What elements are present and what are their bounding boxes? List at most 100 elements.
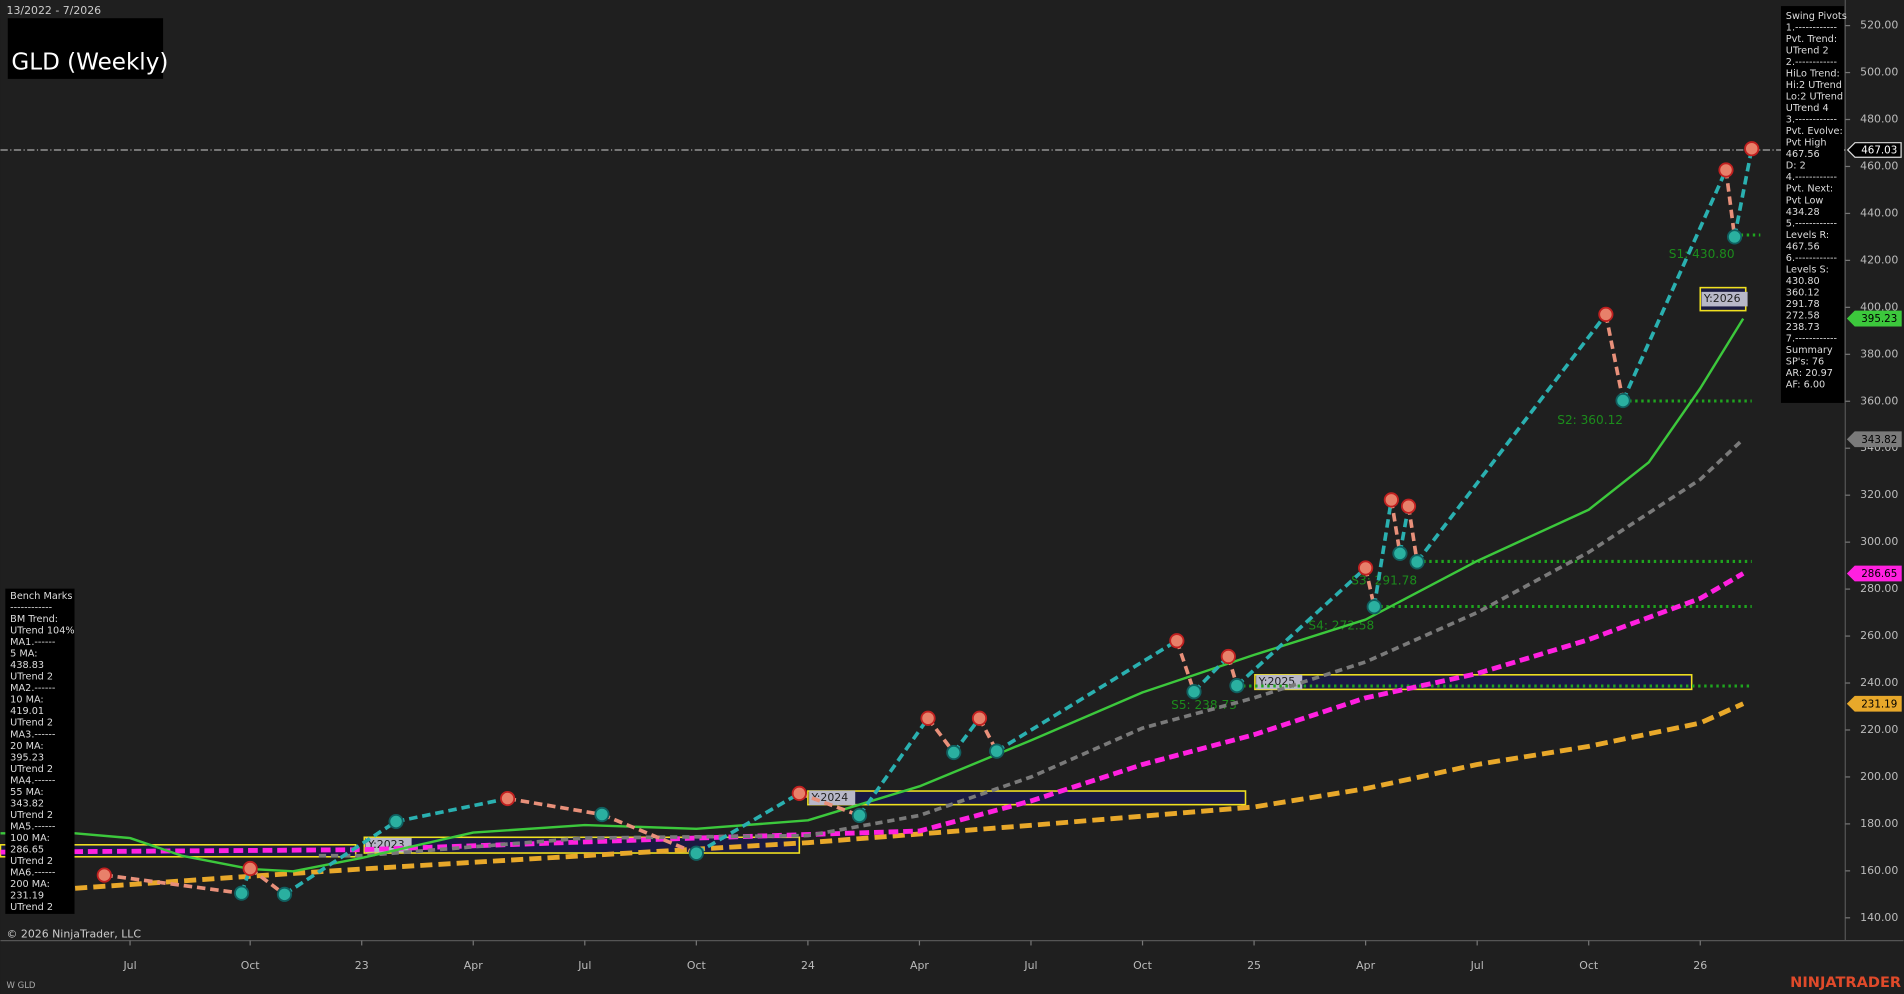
pivot-leg — [104, 873, 242, 895]
swing-panel-line: HiLo Trend: — [1786, 68, 1840, 79]
pivot-leg — [1732, 148, 1754, 238]
range-text: 13/2022 - 7/2026 — [7, 4, 102, 17]
pivot-high — [1744, 141, 1760, 157]
pivot-leg — [1724, 169, 1737, 238]
y-tick-label: 140.00 — [1860, 911, 1898, 924]
x-tick-label: Apr — [464, 959, 483, 972]
bench-panel-line: 100 MA: — [10, 833, 50, 844]
bench-panel-line: UTrend 2 — [10, 764, 53, 775]
price-tag — [1846, 431, 1902, 448]
y-tick-label: 220.00 — [1860, 723, 1898, 736]
bench-panel-line: MA1.------ — [10, 637, 56, 648]
bench-panel-line: 438.83 — [10, 660, 44, 671]
y-tick-label: 420.00 — [1860, 253, 1898, 266]
price-tag — [1846, 565, 1902, 582]
x-tick-label: 26 — [1693, 959, 1707, 972]
pivot-low — [851, 807, 867, 824]
pivot-leg — [1372, 499, 1394, 608]
swing-panel-line: Swing Pivots — [1786, 11, 1847, 22]
bench-panel-line: 286.65 — [10, 845, 44, 856]
y-tick-label: 180.00 — [1860, 817, 1898, 830]
pivot-leg — [1175, 640, 1196, 693]
price-tag-label: 467.03 — [1861, 145, 1897, 157]
pivot-high — [1400, 498, 1417, 514]
pivot-low — [1409, 554, 1425, 570]
x-tick-label: Oct — [241, 959, 261, 972]
bench-panel-line: UTrend 104% — [10, 626, 74, 637]
moving-average — [318, 437, 1745, 858]
swing-panel-line: 6.------------ — [1786, 253, 1838, 264]
symbol-label: W GLD — [7, 981, 36, 991]
y-tick-label: 300.00 — [1860, 535, 1898, 548]
y-tick-label: 360.00 — [1860, 394, 1898, 407]
pivot-low — [1726, 229, 1743, 245]
swing-panel-line: Summary — [1786, 345, 1833, 356]
swing-panel-line: 3.------------ — [1786, 115, 1838, 126]
pivot-leg — [1235, 566, 1367, 687]
year-box-label: Y:2024 — [811, 791, 849, 804]
swing-panel-line: Pvt. Evolve: — [1786, 126, 1843, 137]
bench-panel — [5, 588, 75, 914]
swing-panel-line: 1.------------ — [1786, 22, 1838, 33]
year-box-label-bg — [1701, 291, 1748, 307]
y-tick-label: 520.00 — [1860, 19, 1898, 32]
price-tag-label: 231.19 — [1861, 698, 1897, 710]
swing-panel-line: 291.78 — [1786, 299, 1820, 310]
x-tick-label: Oct — [687, 959, 707, 972]
swing-panel-line: Pvt High — [1786, 138, 1827, 149]
pivot-low — [688, 845, 704, 861]
chart-title: GLD (Weekly) — [11, 50, 168, 76]
x-tick-label: Apr — [910, 959, 929, 972]
y-tick-label: 480.00 — [1860, 113, 1898, 126]
pivot-leg — [1415, 313, 1608, 563]
bench-panel-line: UTrend 2 — [10, 810, 53, 821]
price-tag — [1846, 695, 1902, 712]
moving-average — [0, 571, 1745, 855]
swing-panel-line: Pvt Low — [1786, 195, 1824, 206]
price-tag — [1846, 310, 1902, 327]
pivot-high — [1358, 560, 1374, 576]
y-tick-label: 260.00 — [1860, 629, 1898, 642]
y-tick-label: 400.00 — [1860, 300, 1898, 313]
pivot-high — [920, 710, 936, 726]
bench-panel-line: 343.82 — [10, 798, 44, 809]
pivot-low — [1186, 684, 1202, 700]
bench-panel-line: UTrend 2 — [10, 718, 53, 729]
y-tick-label: 240.00 — [1860, 676, 1898, 689]
swing-panel-line: 467.56 — [1786, 241, 1820, 252]
pivot-low — [1229, 678, 1245, 694]
x-tick-label: 24 — [801, 959, 815, 972]
pivot-high — [499, 790, 516, 807]
price-tag-label: 395.23 — [1861, 313, 1897, 325]
bench-panel-line: MA6.------ — [10, 868, 56, 879]
pivot-high — [1718, 162, 1734, 178]
bench-panel-line: MA2.------ — [10, 683, 56, 694]
bench-panel-line: 20 MA: — [10, 741, 44, 752]
pivot-high — [1383, 492, 1399, 508]
y-tick-label: 500.00 — [1860, 66, 1898, 79]
swing-panel-line: UTrend 2 — [1786, 45, 1829, 56]
pivot-low — [1366, 599, 1382, 615]
pivot-low — [594, 806, 610, 823]
y-tick-label: 440.00 — [1860, 206, 1898, 219]
bench-panel-line: UTrend 2 — [10, 902, 53, 913]
x-tick-label: Apr — [1356, 959, 1375, 972]
x-tick-label: 23 — [355, 959, 369, 972]
pivot-leg — [857, 717, 930, 817]
y-tick-label: 460.00 — [1860, 159, 1898, 172]
y-tick-label: 320.00 — [1860, 488, 1898, 501]
swing-panel-line: Hi:2 UTrend — [1786, 80, 1842, 91]
swing-panel-line: AR: 20.97 — [1786, 368, 1833, 379]
price-tag — [1846, 142, 1902, 158]
pivot-low — [946, 744, 962, 761]
pivot-leg — [1398, 505, 1411, 554]
pivot-high — [242, 860, 258, 877]
y-tick-label: 160.00 — [1860, 864, 1898, 877]
pivot-high — [1598, 306, 1614, 322]
swing-panel-line: 360.12 — [1786, 287, 1820, 298]
year-box — [807, 790, 1247, 806]
pivot-leg — [1389, 499, 1402, 554]
